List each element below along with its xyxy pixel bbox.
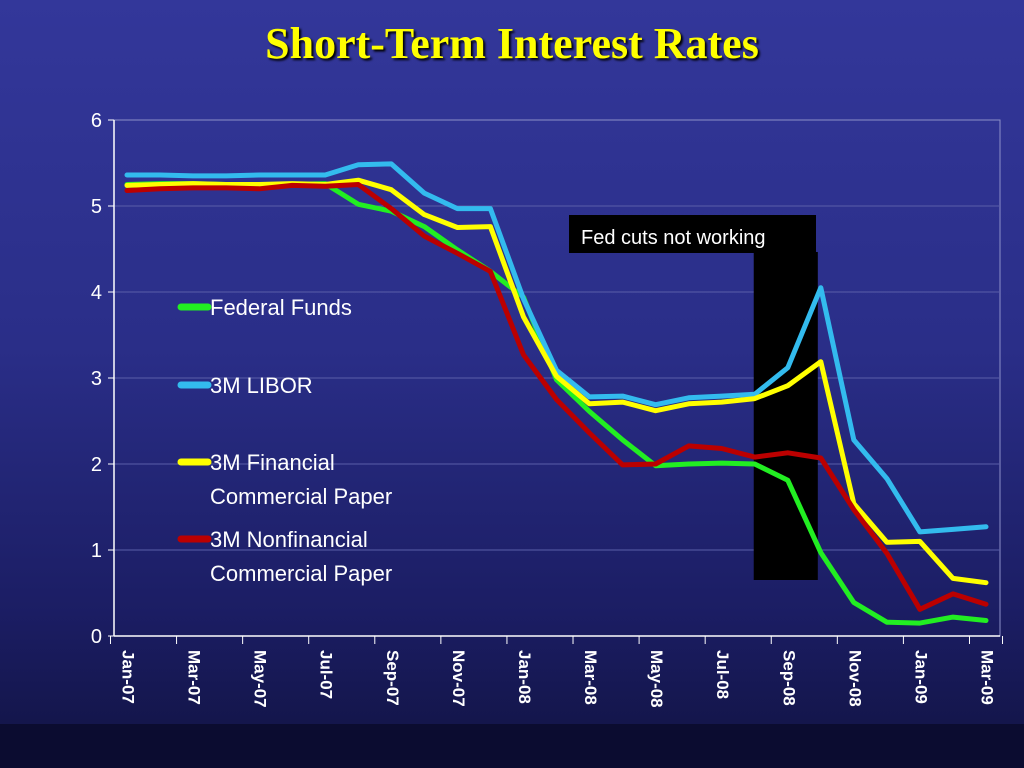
- y-tick-label-4: 4: [91, 282, 102, 304]
- legend-label-3-line-2: Commercial Paper: [210, 484, 392, 509]
- series-line-2: [124, 161, 989, 535]
- footer-band: [0, 724, 1024, 768]
- x-tick-label-may-07: May-07: [251, 650, 270, 708]
- y-tick-label-1: 1: [91, 540, 102, 562]
- legend-label-4-line-1: 3M Nonfinancial: [210, 527, 368, 552]
- y-tick-label-2: 2: [91, 454, 102, 476]
- x-tick-label-nov-07: Nov-07: [449, 650, 468, 707]
- annotation-label: Fed cuts not working: [569, 215, 816, 253]
- annotation-label-box: [569, 215, 816, 253]
- x-tick-label-sep-07: Sep-07: [383, 650, 402, 706]
- legend-label-4-line-2: Commercial Paper: [210, 561, 392, 586]
- legend-label-2-line-1: 3M LIBOR: [210, 373, 313, 398]
- x-tick-label-jan-07: Jan-07: [119, 650, 138, 704]
- x-tick-label-jul-07: Jul-07: [317, 650, 336, 699]
- x-tick-label-jan-08: Jan-08: [515, 650, 534, 704]
- x-tick-label-mar-09: Mar-09: [978, 650, 997, 705]
- x-tick-label-mar-08: Mar-08: [581, 650, 600, 705]
- y-tick-label-3: 3: [91, 368, 102, 390]
- y-tick-label-6: 6: [91, 110, 102, 132]
- y-tick-label-5: 5: [91, 196, 102, 218]
- x-tick-label-jan-09: Jan-09: [911, 650, 930, 704]
- x-tick-label-jul-08: Jul-08: [713, 650, 732, 699]
- series-lines: [124, 161, 989, 626]
- x-tick-label-mar-07: Mar-07: [185, 650, 204, 705]
- annotation-label-text: Fed cuts not working: [581, 227, 766, 249]
- series-line-1: [124, 181, 989, 626]
- legend: Federal Funds 3M LIBOR 3M Financial Commerc…: [177, 295, 392, 586]
- x-tick-label-sep-08: Sep-08: [779, 650, 798, 706]
- series-line-4: [124, 182, 989, 612]
- slide-title: Short-Term Interest Rates: [265, 19, 759, 68]
- x-tick-label-may-08: May-08: [647, 650, 666, 708]
- y-tick-label-0: 0: [91, 626, 102, 648]
- x-tick-label-nov-08: Nov-08: [845, 650, 864, 707]
- legend-label-1-line-1: Federal Funds: [210, 295, 352, 320]
- axes: 0 1 2 3 4 5 6 Jan-07 Mar-07 May-07 Jul-07 Sep-07 Nov…: [91, 110, 1004, 708]
- series-line-3: [124, 177, 989, 586]
- legend-label-3-line-1: 3M Financial: [210, 450, 335, 475]
